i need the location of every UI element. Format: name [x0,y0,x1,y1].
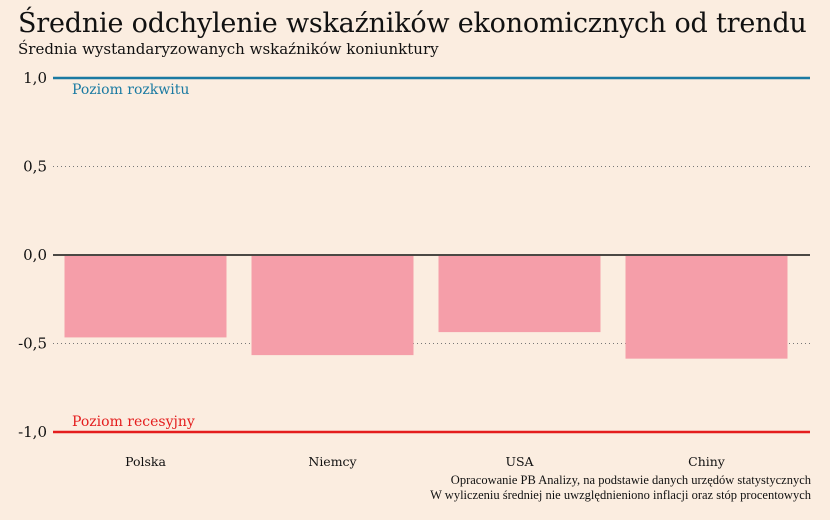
bar-chiny [625,256,788,359]
y-tick-label: 1,0 [23,69,47,87]
source-note: Opracowanie PB Analizy, na podstawie dan… [430,473,811,503]
chart-title: Średnie odchylenie wskaźników ekonomiczn… [18,8,807,39]
y-tick-label: -0,5 [18,335,47,353]
y-tick-label: 0,5 [23,158,47,176]
y-tick-label: 0,0 [23,246,47,264]
x-tick-label: USA [505,454,534,469]
chart-subtitle: Średnia wystandaryzowanych wskaźników ko… [18,40,439,58]
bar-usa [438,256,601,333]
recession-level-label: Poziom recesyjny [72,414,195,430]
x-tick-label: Chiny [688,454,726,469]
x-tick-label: Polska [125,454,166,469]
y-tick-label: -1,0 [18,423,47,441]
bar-polska [64,256,227,338]
boom-level-label: Poziom rozkwitu [72,82,189,98]
source-line-2: W wyliczeniu średniej nie uwzględnienion… [430,488,811,502]
bar-niemcy [251,256,414,356]
source-line-1: Opracowanie PB Analizy, na podstawie dan… [450,473,811,487]
x-tick-label: Niemcy [308,454,357,469]
